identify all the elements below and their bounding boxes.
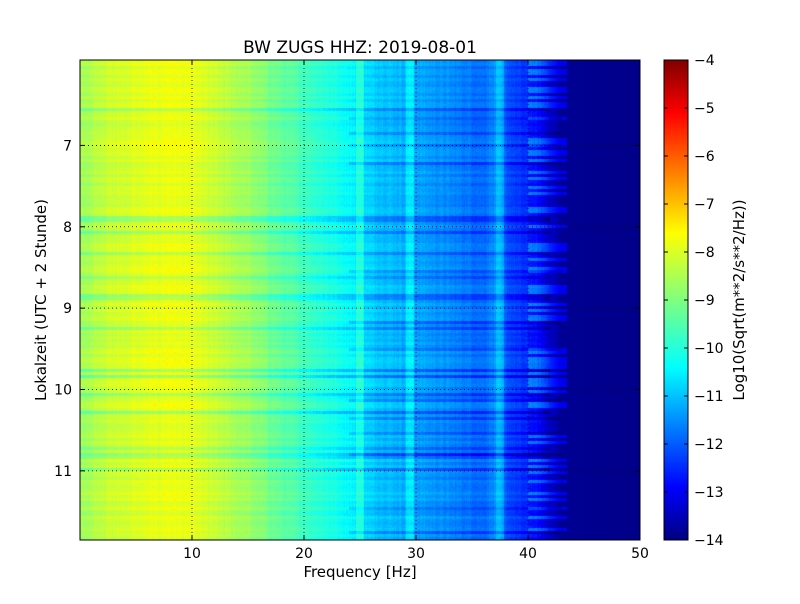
x-tick-label: 50 bbox=[631, 546, 649, 562]
y-axis-label: Lokalzeit (UTC + 2 Stunde) bbox=[32, 199, 50, 401]
x-tick-label: 30 bbox=[407, 546, 425, 562]
spectrogram-image bbox=[80, 60, 640, 540]
colorbar-tick-label: −12 bbox=[694, 437, 724, 453]
y-tick-label: 7 bbox=[63, 138, 72, 154]
colorbar-tick-label: −7 bbox=[694, 197, 715, 213]
y-tick-label: 11 bbox=[54, 464, 72, 480]
y-tick-label: 8 bbox=[63, 220, 72, 236]
colorbar-label: Log10(Sqrt(m**2/s**2/Hz)) bbox=[730, 199, 748, 400]
colorbar-tick-label: −14 bbox=[694, 533, 724, 549]
x-tick-label: 40 bbox=[519, 546, 537, 562]
y-tick-label: 9 bbox=[63, 301, 72, 317]
colorbar-tick-label: −4 bbox=[694, 53, 715, 69]
colorbar-tick-label: −13 bbox=[694, 485, 724, 501]
x-axis-label: Frequency [Hz] bbox=[303, 563, 416, 581]
x-axis-ticks: 10 20 30 40 50 bbox=[183, 60, 649, 562]
y-axis-ticks: 7 8 9 10 11 bbox=[54, 138, 640, 480]
x-tick-label: 20 bbox=[295, 546, 313, 562]
y-tick-label: 10 bbox=[54, 382, 72, 398]
plot-frame bbox=[79, 59, 641, 541]
colorbar-tick-label: −9 bbox=[694, 293, 715, 309]
x-tick-label: 10 bbox=[183, 546, 201, 562]
chart-title: BW ZUGS HHZ: 2019-08-01 bbox=[243, 38, 477, 58]
colorbar-tick-label: −5 bbox=[694, 101, 715, 117]
colorbar-tick-label: −11 bbox=[694, 389, 724, 405]
colorbar-tick-label: −10 bbox=[694, 341, 724, 357]
grid-lines bbox=[80, 60, 640, 540]
colorbar-tick-label: −8 bbox=[694, 245, 715, 261]
colorbar-ticks: −4 −5 −6 −7 −8 −9 −10 −11 −12 −13 −14 bbox=[664, 53, 724, 549]
colorbar-tick-label: −6 bbox=[694, 149, 715, 165]
